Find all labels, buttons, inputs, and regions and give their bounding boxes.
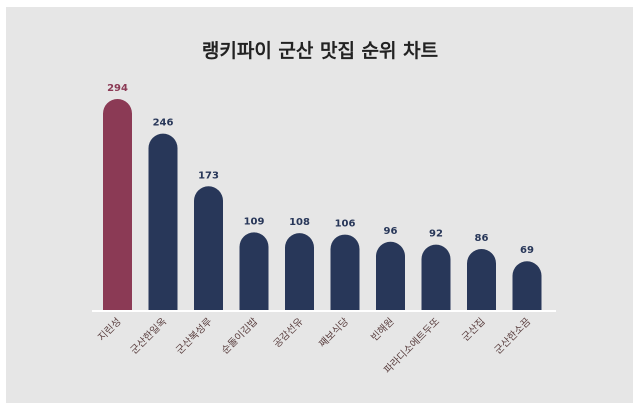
data-label: 246 — [153, 118, 174, 129]
bar — [421, 244, 451, 311]
data-label: 294 — [107, 83, 128, 94]
data-label: 108 — [289, 217, 310, 228]
x-tick-label: 공감선유 — [271, 316, 306, 351]
bar — [330, 234, 360, 311]
x-tick-label: 빈해원 — [368, 315, 397, 344]
bar — [512, 261, 542, 311]
chart-title: 랭키파이 군산 맛집 순위 차트 — [201, 40, 439, 62]
data-label: 96 — [384, 226, 398, 237]
x-tick-label: 군산복성루 — [174, 316, 215, 357]
value-labels-group: 294 246 173 109 108 106 96 92 86 69 — [107, 83, 534, 256]
bars-group — [103, 99, 542, 311]
bar — [285, 233, 314, 311]
data-label: 106 — [335, 219, 356, 230]
data-label: 92 — [429, 229, 443, 240]
bar — [148, 133, 178, 311]
data-label: 109 — [244, 216, 265, 227]
bar — [467, 248, 497, 311]
x-tick-label: 군산한소끔 — [492, 316, 533, 357]
bar — [103, 99, 132, 311]
bar — [194, 186, 223, 311]
data-label: 173 — [198, 170, 219, 181]
bar — [376, 241, 405, 311]
x-tick-label: 지린성 — [96, 316, 124, 344]
x-tick-label: 군산집 — [460, 316, 488, 344]
data-label: 86 — [475, 233, 489, 244]
x-tick-label: 순돌이김밥 — [219, 316, 260, 357]
data-label: 69 — [520, 245, 534, 256]
x-tick-label: 째보식당 — [317, 316, 352, 351]
x-tick-label: 군산한일옥 — [128, 316, 169, 357]
bar — [239, 232, 269, 311]
